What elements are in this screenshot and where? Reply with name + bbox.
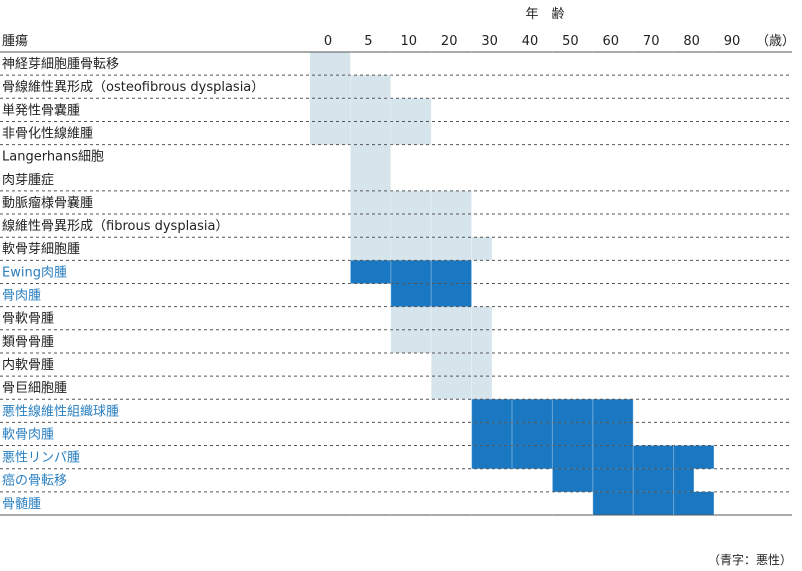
benign-age-bar (390, 329, 492, 353)
legend-note: （青字：悪性） (708, 552, 792, 567)
x-tick-label: 90 (724, 34, 741, 49)
malignant-age-bar (471, 445, 714, 469)
grid-layer (0, 51, 792, 516)
benign-age-bar (350, 237, 492, 261)
tumor-label: 骨肉腫 (2, 288, 41, 304)
malignant-age-bar (471, 422, 634, 446)
tumor-label: 骨巨細胞腫 (2, 380, 67, 396)
tumor-label: 単発性骨嚢腫 (2, 102, 80, 118)
tumor-label: 動脈瘤様骨嚢腫 (2, 195, 93, 211)
benign-age-bar (310, 121, 432, 145)
benign-age-bar (431, 376, 492, 400)
x-tick-label: 30 (481, 34, 498, 49)
x-tick-label: 40 (522, 34, 539, 49)
tumor-label: 非骨化性線維腫 (2, 125, 93, 141)
tumor-label: 内軟骨腫 (2, 357, 54, 373)
tumor-label: 肉芽腫症 (2, 172, 54, 188)
tumor-label: 線維性骨異形成（fibrous dysplasia） (2, 218, 229, 234)
tumor-label: Ewing肉腫 (2, 264, 67, 280)
column-header: 腫瘍 (2, 33, 28, 49)
x-tick-label: 70 (643, 34, 660, 49)
benign-age-bar (310, 75, 391, 99)
text-layer: 年 齢 腫瘍 （歳） （青字：悪性） 0 5 10 20 30 40 50 60 70 80 90 神… (2, 7, 795, 567)
axis-header: 年 齢 (525, 7, 564, 22)
malignant-age-bar (471, 399, 634, 423)
x-tick-label: 60 (603, 34, 620, 49)
tumor-label: 軟骨肉腫 (2, 426, 54, 442)
tumor-label: 悪性リンパ腫 (2, 450, 80, 466)
malignant-age-bar (592, 491, 714, 515)
x-tick-label: 10 (401, 34, 418, 49)
x-tick-label: 80 (683, 34, 700, 49)
benign-age-bar (310, 52, 351, 76)
x-tick-label: 5 (364, 34, 372, 49)
benign-age-bar (310, 98, 432, 122)
unit-label: （歳） (756, 34, 795, 49)
tumor-label: 癌の骨転移 (2, 473, 67, 489)
tumor-label: 軟骨芽細胞腫 (2, 241, 80, 257)
tumor-label: 骨軟骨腫 (2, 311, 54, 327)
benign-age-bar (431, 352, 492, 377)
benign-age-bar (350, 214, 472, 238)
bars-layer (310, 52, 714, 515)
tumor-label: 骨線維性異形成（osteofibrous dysplasia） (2, 79, 264, 95)
malignant-age-bar (390, 283, 472, 307)
tumor-label: 悪性線維性組織球腫 (2, 403, 119, 419)
x-tick-label: 20 (441, 34, 458, 49)
tumor-label: 神経芽細胞腫骨転移 (2, 56, 119, 72)
tumor-label: Langerhans細胞 (2, 150, 104, 165)
tumor-label: 骨髄腫 (2, 496, 41, 512)
tumor-label: 類骨骨腫 (2, 334, 54, 350)
x-tick-label: 0 (324, 34, 332, 49)
malignant-age-bar (552, 468, 694, 492)
malignant-age-bar (350, 260, 472, 284)
benign-age-bar (390, 306, 492, 330)
x-tick-label: 50 (562, 34, 579, 49)
benign-age-bar (350, 144, 391, 191)
benign-age-bar (350, 190, 472, 215)
